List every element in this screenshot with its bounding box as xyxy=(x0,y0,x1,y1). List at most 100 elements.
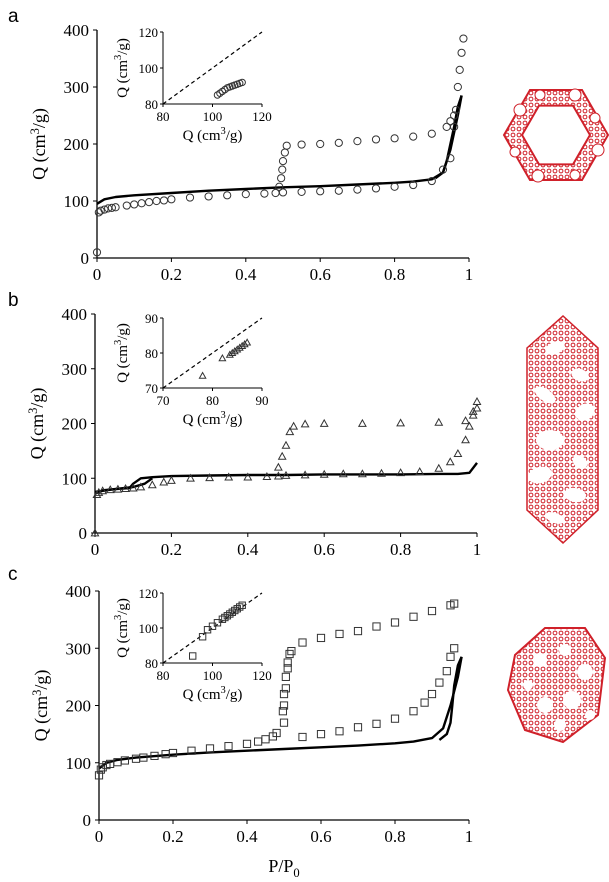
inset-y-axis-label: Q (cm3/g) xyxy=(113,323,131,383)
data-point xyxy=(472,403,482,412)
data-point xyxy=(461,435,470,444)
data-point xyxy=(167,195,176,204)
data-point xyxy=(298,732,307,742)
data-point xyxy=(113,484,123,493)
panel-letter-a: a xyxy=(8,6,19,27)
x-tick-label: 0.6 xyxy=(310,827,331,846)
data-point xyxy=(300,470,310,479)
experimental-series-4 xyxy=(278,599,459,716)
inset-x-tick-label: 70 xyxy=(157,393,170,408)
inset-data-point xyxy=(225,350,234,358)
data-point xyxy=(94,771,104,780)
data-point xyxy=(427,176,436,186)
parity-line xyxy=(162,31,263,105)
inset-y-tick-label: 100 xyxy=(139,61,159,76)
pore-central-void xyxy=(520,104,592,166)
y-tick-label: 200 xyxy=(64,135,90,154)
data-point xyxy=(275,182,284,191)
pore-void xyxy=(577,664,593,680)
x-tick-label: 0.8 xyxy=(384,827,405,846)
data-point xyxy=(107,203,116,212)
pore-void xyxy=(523,680,533,690)
inset-y-tick-label: 100 xyxy=(139,621,159,636)
inset-data-point xyxy=(243,338,252,346)
y-tick-label: 200 xyxy=(66,697,92,716)
data-point xyxy=(285,427,295,436)
pore-structure-elongated-b xyxy=(526,314,599,545)
data-point xyxy=(468,410,478,419)
pore-void xyxy=(564,487,586,503)
data-point xyxy=(279,701,289,710)
data-point xyxy=(357,469,367,478)
data-point xyxy=(120,756,130,765)
inset-x-axis-label: Q (cm3/g) xyxy=(183,685,243,703)
data-point xyxy=(409,180,418,190)
pore-void xyxy=(536,430,564,450)
data-point xyxy=(94,208,103,217)
data-point xyxy=(420,698,429,707)
data-point xyxy=(446,601,455,610)
experimental-series-3 xyxy=(90,396,482,537)
data-point xyxy=(396,468,406,477)
data-point xyxy=(390,134,399,143)
pore-structure-hexagon-c xyxy=(506,627,607,744)
data-point xyxy=(223,191,232,200)
inset-chart-b: 70 80 90 70 80 90 Q (cm3/g) Q (cm3/g) xyxy=(113,311,269,428)
data-point xyxy=(335,629,344,639)
data-point xyxy=(372,622,381,631)
data-point xyxy=(297,187,306,196)
inset-y-tick-label: 80 xyxy=(145,97,158,112)
data-point xyxy=(353,626,363,636)
data-point xyxy=(139,753,148,762)
data-point xyxy=(278,188,288,197)
inset-y-tick-label: 80 xyxy=(145,656,158,671)
data-point xyxy=(281,470,291,479)
inset-x-tick-label: 100 xyxy=(203,668,223,683)
y-tick-label: 0 xyxy=(83,811,92,830)
data-point xyxy=(297,140,306,149)
inset-data-point xyxy=(230,347,239,355)
data-point xyxy=(279,689,289,699)
data-point xyxy=(357,418,367,427)
data-point xyxy=(283,658,292,667)
data-point xyxy=(105,485,115,494)
data-point xyxy=(144,198,154,207)
inset-data-point xyxy=(238,601,246,609)
data-point xyxy=(277,174,286,183)
pore-void xyxy=(533,653,547,667)
inset-data-point xyxy=(235,343,244,351)
experimental-series-3 xyxy=(92,34,468,257)
data-point xyxy=(278,157,288,166)
data-point xyxy=(273,462,283,471)
data-point xyxy=(147,480,157,489)
data-point xyxy=(100,205,109,214)
data-point xyxy=(285,649,294,659)
data-point xyxy=(334,186,343,195)
data-point xyxy=(427,606,437,616)
simulation-line-1 xyxy=(98,656,463,770)
x-tick-label: 0.6 xyxy=(310,265,331,284)
inset-data-point xyxy=(238,341,247,350)
data-point xyxy=(316,187,325,196)
data-point xyxy=(453,448,463,457)
y-tick-label: 0 xyxy=(81,249,90,268)
data-point xyxy=(316,139,325,149)
data-point xyxy=(409,612,418,621)
data-point xyxy=(281,440,291,449)
data-point xyxy=(224,742,233,751)
pore-void xyxy=(568,88,582,102)
data-point xyxy=(434,463,444,472)
data-point xyxy=(415,467,425,476)
inset-x-axis-label: Q (cm3/g) xyxy=(183,410,243,428)
data-point xyxy=(128,483,138,492)
inset-data-point xyxy=(236,603,244,611)
data-point xyxy=(262,471,272,480)
inset-y-tick-label: 70 xyxy=(145,381,158,396)
data-point xyxy=(278,165,287,174)
data-point xyxy=(90,528,100,537)
data-point xyxy=(427,129,436,138)
data-point xyxy=(159,477,169,486)
data-point xyxy=(159,196,169,205)
x-tick-label: 0.4 xyxy=(236,827,258,846)
